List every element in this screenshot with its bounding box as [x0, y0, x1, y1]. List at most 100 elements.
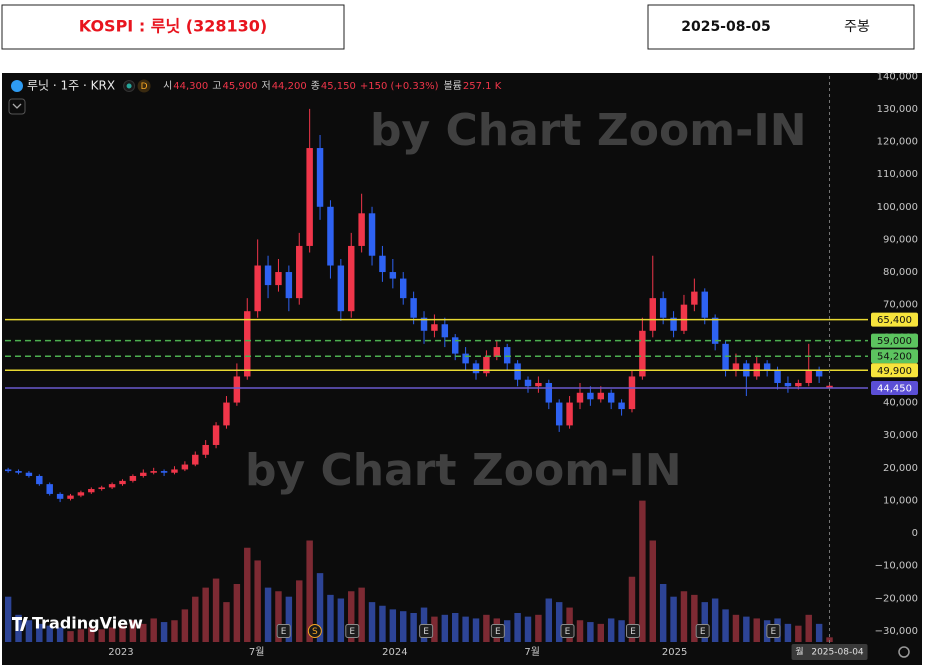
y-tick-label: 40,000 — [883, 398, 918, 409]
candle-body — [701, 291, 708, 318]
legend-key: 볼륨 — [443, 80, 461, 92]
volume-bar — [25, 620, 33, 642]
volume-bar — [119, 625, 126, 642]
candle-body — [233, 376, 241, 403]
candle-body — [36, 475, 43, 485]
candle-body — [815, 369, 823, 377]
candle-body — [680, 304, 688, 331]
candle-body — [77, 492, 85, 496]
volume-bar — [160, 622, 168, 642]
settings-icon[interactable] — [898, 646, 910, 658]
candle-body — [826, 385, 833, 389]
volume-bar — [171, 620, 178, 642]
candle-body — [15, 471, 22, 473]
event-label: E — [281, 627, 287, 637]
volume-bar — [576, 620, 584, 642]
candle-body — [264, 265, 272, 286]
candle-body — [483, 356, 490, 374]
volume-bar — [36, 623, 43, 642]
candle-body — [784, 382, 792, 387]
legend-value: 44,300 — [173, 81, 208, 92]
volume-bar — [441, 614, 449, 642]
volume-bar — [607, 618, 615, 642]
legend-key: 종 — [311, 80, 320, 92]
candle-body — [732, 363, 740, 370]
candle-body — [607, 392, 615, 403]
event-marker — [766, 624, 781, 638]
volume-bar — [296, 580, 303, 642]
last-date: 2025-08-04 — [811, 648, 864, 658]
candle-body — [181, 464, 189, 470]
volume-bar — [306, 540, 313, 642]
candle-body — [5, 469, 12, 472]
symbol-icon — [11, 80, 23, 92]
volume-bar — [140, 623, 147, 642]
event-marker — [560, 624, 575, 638]
volume-bar — [15, 614, 22, 642]
volume-bar — [680, 591, 688, 642]
candle-body — [628, 376, 636, 410]
title-box — [1, 4, 345, 50]
candle-body — [774, 369, 781, 383]
volume-bar — [795, 625, 802, 642]
y-tick-label: −30,000 — [875, 626, 918, 637]
volume-bar — [670, 596, 677, 642]
y-tick-label: 90,000 — [883, 234, 918, 245]
candle-body — [649, 298, 656, 331]
volume-bar — [410, 613, 417, 642]
y-tick-label: −20,000 — [875, 593, 918, 604]
candle-body — [462, 353, 469, 364]
volume-bar — [192, 596, 199, 642]
candle-body — [451, 337, 459, 354]
candle-body — [524, 379, 532, 387]
candle-body — [670, 317, 677, 331]
candle-body — [441, 324, 449, 338]
candle-body — [555, 402, 563, 426]
watermark: by Chart Zoom-IN — [245, 445, 682, 496]
candle-body — [223, 402, 230, 426]
volume-bar — [483, 614, 490, 642]
volume-bar — [524, 616, 532, 642]
plot: −30,000 −20,000 −10,000 0 10,000 20,000 30,000… — [5, 71, 918, 660]
candle-body — [160, 471, 168, 473]
candle-body — [119, 480, 126, 485]
candle-body — [202, 444, 209, 455]
volume-bar — [597, 623, 605, 642]
volume-bar — [462, 616, 469, 642]
last-date-weekday: 월 — [795, 646, 803, 658]
volume-bar — [379, 605, 386, 642]
candle-body — [420, 317, 428, 331]
event-label: E — [771, 627, 777, 637]
volume-bar — [150, 618, 157, 642]
volume-bar — [701, 602, 708, 642]
volume-bar — [233, 584, 241, 642]
candle-body — [368, 213, 376, 256]
volume-bar — [244, 547, 251, 642]
y-tick-label: −10,000 — [875, 561, 918, 572]
volume-bar — [732, 614, 740, 642]
legend-value: 45,150 — [321, 81, 356, 92]
volume-bar — [77, 629, 85, 642]
level-label-box — [871, 363, 918, 378]
volume-bar — [555, 602, 563, 642]
candle-body — [327, 206, 334, 266]
candle-body — [140, 472, 147, 476]
status-dot-inner — [126, 83, 132, 89]
volume-bar — [264, 587, 272, 642]
level-label-box — [871, 333, 918, 348]
candle-body — [587, 392, 594, 400]
level-label: 44,450 — [877, 384, 912, 395]
candle-body — [306, 148, 313, 246]
volume-bar — [618, 620, 625, 642]
symbol: 루닛 · 1주 · KRX — [27, 79, 115, 93]
collapse-button[interactable] — [8, 98, 26, 115]
volume-bar — [722, 609, 729, 642]
candle-body — [56, 493, 64, 499]
volume-bar — [389, 609, 397, 642]
volume-bar — [451, 613, 459, 642]
candle-body — [795, 382, 802, 387]
candle-body — [711, 317, 719, 344]
y-tick-label: 100,000 — [877, 202, 918, 213]
date: 2025-08-05 — [681, 19, 771, 35]
legend-value: 44,200 — [272, 81, 307, 92]
